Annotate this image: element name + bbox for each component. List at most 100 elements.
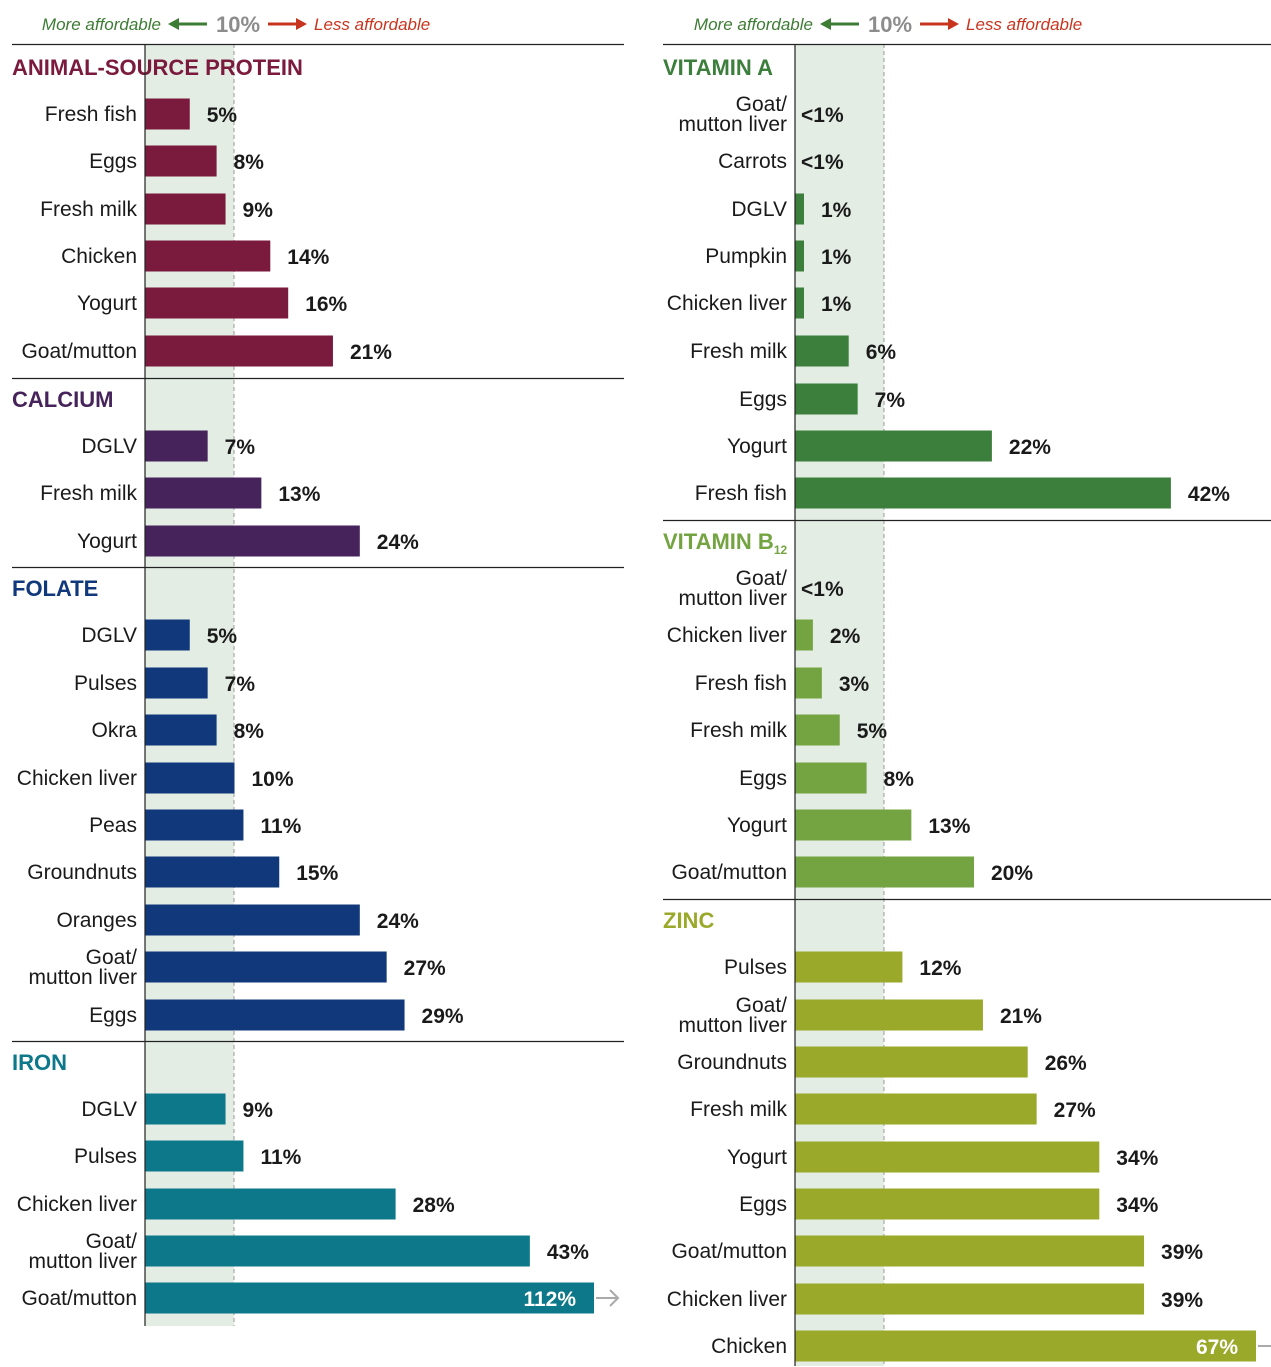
bar-row-dglv: DGLV 5% — [81, 619, 238, 651]
bar — [795, 1283, 1145, 1315]
bar — [795, 430, 992, 462]
value-label: 8% — [234, 720, 265, 743]
category-label: Chicken liver — [667, 624, 787, 647]
section-folate: FOLATE DGLV 5% Pulses 7% Okra 8% Chicken liver 1… — [12, 566, 624, 1031]
bar-row-goat-mutton: Goat/mutton 112% — [21, 1282, 620, 1314]
section-title: CALCIUM — [12, 387, 113, 412]
category-label: Peas — [89, 814, 137, 837]
bar — [795, 1188, 1100, 1220]
bar-row-chicken-liver: Chicken liver 28% — [17, 1188, 455, 1220]
category-label: Chicken liver — [667, 292, 787, 315]
category-label: Yogurt — [727, 814, 787, 837]
category-label: Goat/mutton — [671, 861, 787, 884]
section-calcium: CALCIUM DGLV 7% Fresh milk 13% Yogurt 24% — [12, 377, 624, 557]
category-label: Pulses — [74, 1145, 137, 1168]
bar-row-goat-mutton-liver: Goat/mutton liver 43% — [28, 1230, 589, 1273]
value-label: 11% — [260, 1146, 301, 1169]
bar-row-yogurt: Yogurt 24% — [77, 525, 419, 557]
bar — [795, 1330, 1256, 1362]
value-label: 112% — [523, 1288, 576, 1311]
category-label: Eggs — [89, 150, 137, 173]
bar-row-yogurt: Yogurt 22% — [727, 430, 1051, 462]
value-label: <1% — [801, 151, 844, 174]
bar-row-fresh-milk: Fresh milk 6% — [690, 335, 897, 367]
bar-row-eggs: Eggs 7% — [739, 383, 905, 415]
bar-row-fresh-milk: Fresh milk 27% — [690, 1093, 1096, 1125]
value-label: 39% — [1161, 1289, 1203, 1312]
value-label: 21% — [350, 341, 392, 364]
bar — [795, 335, 849, 367]
bar-row-goat-mutton-liver: Goat/mutton liver <1% — [678, 93, 843, 136]
bar — [795, 762, 867, 794]
value-label: 34% — [1116, 1194, 1158, 1217]
section-title: FOLATE — [12, 576, 98, 601]
bar — [795, 287, 804, 319]
value-label: 24% — [377, 531, 419, 554]
value-label: <1% — [801, 578, 844, 601]
bar — [145, 714, 217, 746]
category-label: Yogurt — [77, 292, 137, 315]
bar — [145, 525, 360, 557]
bar-row-goat-mutton-liver: Goat/mutton liver 21% — [678, 994, 1042, 1037]
category-label: Chicken — [61, 245, 137, 268]
value-label: 39% — [1161, 1241, 1203, 1264]
value-label: 28% — [413, 1194, 455, 1217]
value-label: 5% — [207, 625, 238, 648]
value-label: 13% — [928, 815, 970, 838]
category-label: Goat/mutton liver — [678, 567, 787, 610]
bar-row-goat-mutton: Goat/mutton 21% — [21, 335, 392, 367]
section-iron: IRON DGLV 9% Pulses 11% Chicken liver 28% Goat/… — [12, 1040, 624, 1314]
section-vitamin-a: VITAMIN A Goat/mutton liver <1% Carrots <1% D… — [663, 55, 1230, 509]
value-label: 22% — [1009, 436, 1051, 459]
bar — [145, 809, 244, 841]
category-label: DGLV — [731, 198, 787, 221]
bar-row-peas: Peas 11% — [89, 809, 302, 841]
legend-right: More affordable 10% Less affordable — [694, 12, 1082, 37]
category-label: Goat/mutton — [21, 340, 137, 363]
category-label: Eggs — [89, 1004, 137, 1027]
bar — [795, 951, 903, 983]
bar — [145, 856, 280, 888]
legend-more-affordable: More affordable — [42, 15, 161, 34]
value-label: 5% — [857, 720, 888, 743]
category-label: Fresh fish — [695, 672, 787, 695]
bar-row-chicken-liver: Chicken liver 2% — [667, 619, 861, 651]
bar-row-yogurt: Yogurt 34% — [727, 1141, 1159, 1173]
value-label: 10% — [252, 768, 294, 791]
value-label: 7% — [225, 673, 256, 696]
category-label: Pumpkin — [705, 245, 787, 268]
value-label: 16% — [305, 293, 347, 316]
bar — [795, 856, 974, 888]
value-label: 15% — [296, 862, 338, 885]
value-label: 1% — [821, 199, 852, 222]
value-label: 9% — [243, 1099, 274, 1122]
overflow-arrow-icon — [1258, 1345, 1271, 1347]
section-title: VITAMIN A — [663, 55, 773, 80]
bar-row-chicken-liver: Chicken liver 39% — [667, 1283, 1203, 1315]
bar-row-goat-mutton: Goat/mutton 39% — [671, 1235, 1203, 1267]
bar-row-eggs: Eggs 34% — [739, 1188, 1159, 1220]
arrow-left-icon — [820, 18, 831, 30]
value-label: 27% — [404, 957, 446, 980]
value-label: 12% — [919, 957, 961, 980]
value-label: 5% — [207, 104, 238, 127]
bar — [795, 193, 804, 225]
bar — [145, 335, 333, 367]
category-label: DGLV — [81, 1098, 137, 1121]
category-label: Oranges — [56, 909, 137, 932]
value-label: 6% — [866, 341, 897, 364]
bar-row-eggs: Eggs 8% — [739, 762, 914, 794]
value-label: 14% — [287, 246, 329, 269]
category-label: Goat/mutton liver — [678, 994, 787, 1037]
value-label: 9% — [243, 199, 274, 222]
category-label: Okra — [91, 719, 137, 742]
bar-row-yogurt: Yogurt 16% — [77, 287, 348, 319]
bar — [145, 287, 289, 319]
bar — [145, 1140, 244, 1172]
bar-row-goat-mutton-liver: Goat/mutton liver 27% — [28, 946, 446, 989]
category-label: Eggs — [739, 1193, 787, 1216]
category-label: Goat/mutton liver — [28, 1230, 137, 1273]
category-label: Goat/mutton liver — [28, 946, 137, 989]
value-label: 3% — [839, 673, 870, 696]
value-label: 1% — [821, 246, 852, 269]
